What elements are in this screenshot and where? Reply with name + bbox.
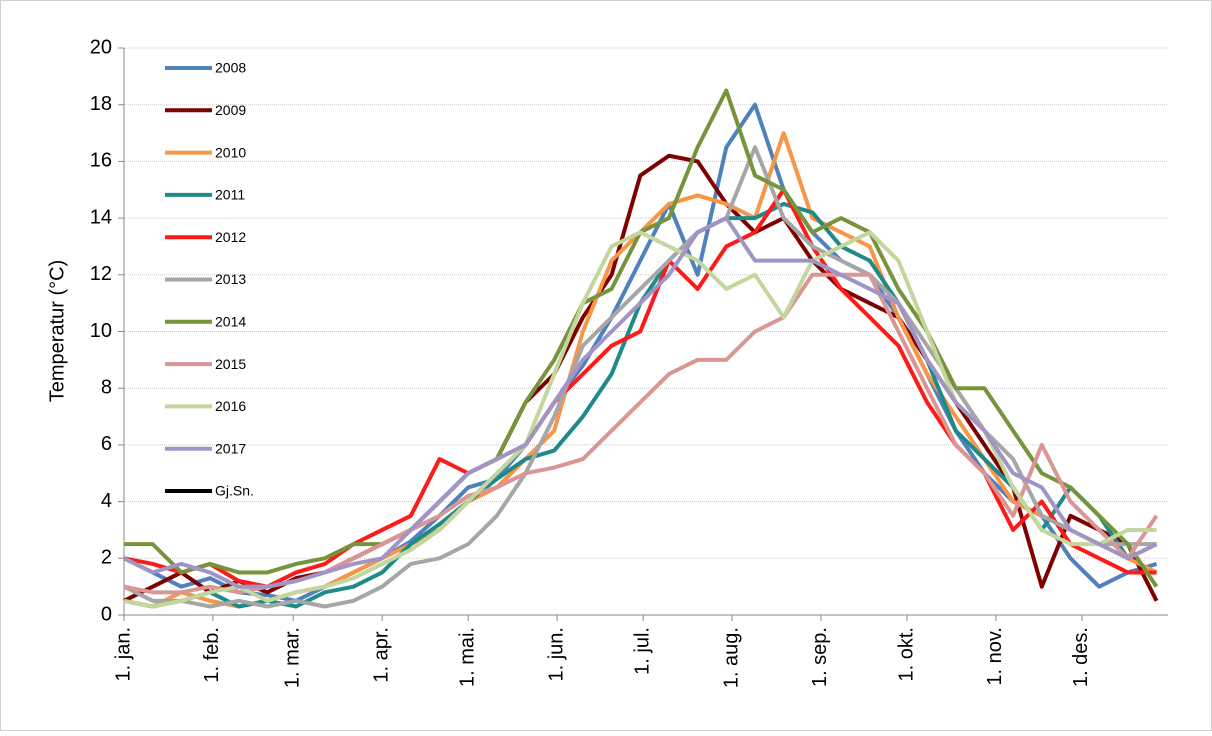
x-tick-label: 1. jan. [112, 627, 134, 681]
x-tick-label: 1. okt. [895, 627, 917, 681]
y-tick-label: 4 [101, 490, 112, 512]
x-tick-label: 1. apr. [370, 627, 392, 683]
y-tick-label: 12 [90, 263, 112, 285]
x-tick-label: 1. aug. [720, 627, 742, 688]
legend-label: 2017 [215, 440, 246, 456]
legend-label: 2013 [215, 271, 246, 287]
y-axis-label: Temperatur (°C) [46, 260, 68, 402]
legend-label: 2015 [215, 356, 246, 372]
y-tick-label: 18 [90, 93, 112, 115]
y-tick-label: 2 [101, 547, 112, 569]
series-line [123, 216, 1158, 589]
legend-label: 2012 [215, 229, 246, 245]
x-tick-label: 1. sep. [809, 627, 831, 687]
x-tick-label: 1. jul. [631, 627, 653, 675]
series-line [123, 153, 1159, 603]
x-tick-label: 1. des. [1070, 627, 1092, 687]
x-tick-label: 1. nov. [984, 627, 1006, 686]
legend-label: 2008 [215, 60, 246, 76]
y-tick-label: 6 [101, 433, 112, 455]
y-tick-label: 16 [90, 150, 112, 172]
x-tick-label: 1. feb. [201, 627, 223, 683]
legend-label: 2016 [215, 398, 246, 414]
legend-label: 2010 [215, 144, 246, 160]
y-tick-label: 0 [101, 603, 112, 625]
y-tick-label: 8 [101, 376, 112, 398]
x-tick-label: 1. mar. [282, 627, 304, 688]
legend-label: Gj.Sn. [215, 483, 254, 499]
x-tick-label: 1. mai. [456, 627, 478, 687]
y-tick-label: 14 [90, 206, 112, 228]
y-tick-label: 10 [90, 320, 112, 342]
legend-label: 2014 [215, 314, 246, 330]
legend-label: 2009 [215, 102, 246, 118]
legend-label: 2011 [215, 187, 245, 203]
y-tick-label: 20 [90, 36, 112, 58]
x-tick-label: 1. jun. [545, 627, 567, 681]
